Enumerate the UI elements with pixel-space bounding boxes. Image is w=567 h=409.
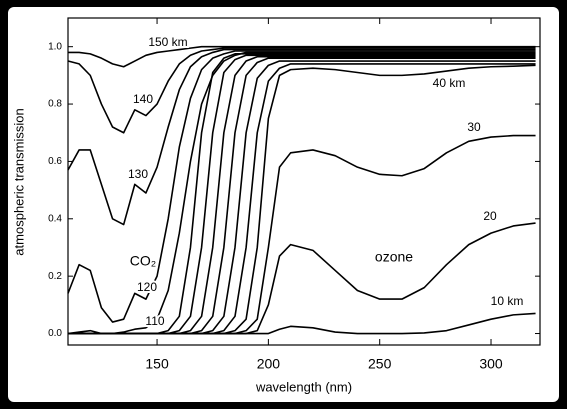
curve-label: 140 [133, 92, 153, 106]
curve-label: 30 [467, 120, 481, 134]
x-tick-label: 200 [257, 356, 281, 372]
y-tick-label: 0.2 [48, 271, 62, 282]
curve [68, 312, 536, 335]
curve [67, 50, 536, 323]
x-tick-label: 300 [479, 356, 503, 372]
annotation: CO₂ [130, 253, 156, 269]
y-tick-label: 0.6 [48, 156, 62, 167]
annotation: ozone [375, 249, 413, 265]
x-tick-label: 250 [368, 356, 392, 372]
curve-label: 150 km [148, 35, 187, 49]
curve [67, 47, 536, 134]
curve-label: 120 [137, 280, 157, 294]
y-tick-label: 0.0 [48, 328, 62, 339]
x-axis-title: wavelength (nm) [255, 379, 352, 394]
curve-label: 20 [483, 209, 497, 223]
curve [68, 45, 536, 68]
y-tick-label: 0.8 [48, 99, 62, 110]
panel [8, 7, 559, 402]
curve-label: 110 [145, 314, 164, 328]
y-tick-label: 1.0 [48, 41, 62, 52]
y-axis-title: atmospheric transmission [11, 108, 26, 255]
x-tick-label: 150 [145, 356, 169, 372]
curve [67, 48, 536, 226]
y-tick-label: 0.4 [48, 213, 62, 224]
curve-label: 10 km [491, 294, 524, 308]
curve-label: 40 km [433, 76, 466, 90]
plot-frame [67, 17, 541, 346]
curve-label: 130 [128, 167, 148, 181]
